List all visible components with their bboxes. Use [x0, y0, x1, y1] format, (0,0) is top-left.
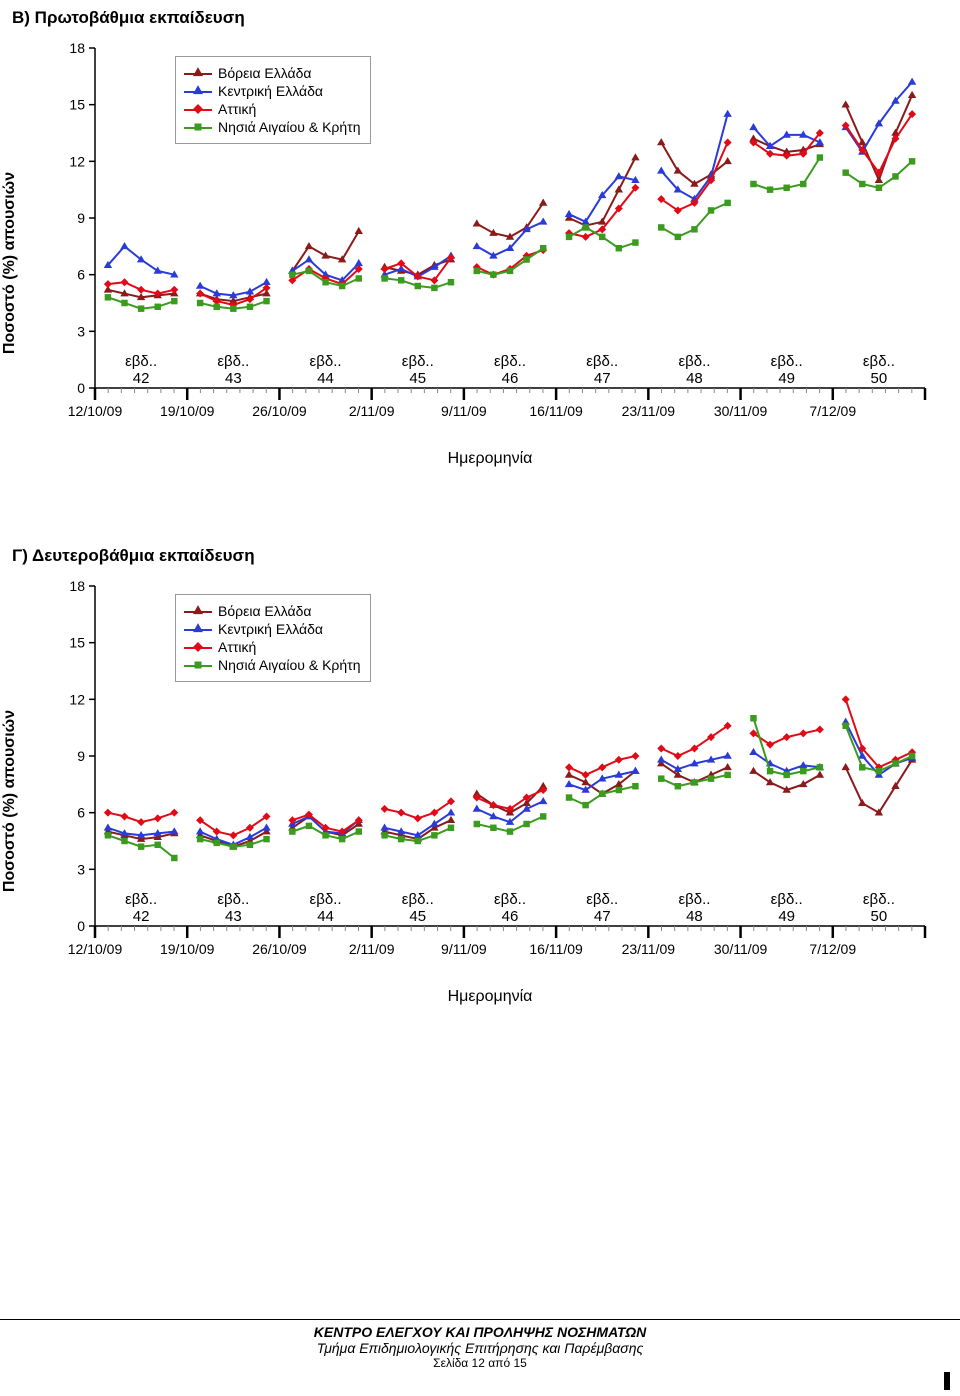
legend-label: Νησιά Αιγαίου & Κρήτη: [218, 119, 360, 135]
svg-text:30/11/09: 30/11/09: [714, 941, 768, 957]
section-c-title: Γ) Δευτεροβάθμια εκπαίδευση: [0, 538, 960, 566]
svg-text:9: 9: [77, 748, 85, 764]
svg-text:46: 46: [502, 370, 519, 387]
legend-item-north: Βόρεια Ελλάδα: [184, 65, 360, 81]
svg-text:7/12/09: 7/12/09: [809, 941, 856, 957]
svg-text:εβδ..: εβδ..: [863, 891, 895, 908]
svg-text:εβδ..: εβδ..: [494, 353, 526, 370]
svg-text:16/11/09: 16/11/09: [529, 941, 583, 957]
svg-text:43: 43: [225, 370, 242, 387]
svg-text:49: 49: [778, 370, 795, 387]
page-footer: ΚΕΝΤΡΟ ΕΛΕΓΧΟΥ ΚΑΙ ΠΡΟΛΗΨΗΣ ΝΟΣΗΜΑΤΩΝ Τμ…: [0, 1319, 960, 1370]
legend-box: Βόρεια Ελλάδα Κεντρική Ελλάδα Αττική Νησιά …: [175, 594, 371, 682]
legend-label: Νησιά Αιγαίου & Κρήτη: [218, 657, 360, 673]
y-axis-label: Ποσοστό (%) απουσιών: [1, 710, 19, 892]
svg-text:εβδ..: εβδ..: [586, 353, 618, 370]
legend-box: Βόρεια Ελλάδα Κεντρική Ελλάδα Αττική Νησιά …: [175, 56, 371, 144]
svg-text:50: 50: [871, 370, 888, 387]
svg-text:7/12/09: 7/12/09: [809, 403, 856, 419]
corner-mark: [944, 1372, 950, 1390]
legend-item-islands: Νησιά Αιγαίου & Κρήτη: [184, 657, 360, 673]
svg-text:46: 46: [502, 908, 519, 925]
svg-text:48: 48: [686, 908, 703, 925]
svg-text:15: 15: [69, 97, 85, 113]
svg-text:εβδ..: εβδ..: [125, 353, 157, 370]
svg-text:εβδ..: εβδ..: [586, 891, 618, 908]
svg-text:9/11/09: 9/11/09: [441, 941, 487, 957]
svg-text:30/11/09: 30/11/09: [714, 403, 768, 419]
chart-b: Ποσοστό (%) απουσιών 036912151812/10/09ε…: [40, 38, 940, 488]
svg-text:0: 0: [77, 918, 85, 934]
svg-text:16/11/09: 16/11/09: [529, 403, 583, 419]
svg-text:45: 45: [409, 908, 426, 925]
section-b-title: Β) Πρωτοβάθμια εκπαίδευση: [0, 0, 960, 28]
svg-text:50: 50: [871, 908, 888, 925]
svg-text:15: 15: [69, 635, 85, 651]
svg-text:49: 49: [778, 908, 795, 925]
legend-label: Βόρεια Ελλάδα: [218, 65, 312, 81]
svg-text:42: 42: [133, 908, 150, 925]
svg-text:εβδ..: εβδ..: [402, 353, 434, 370]
legend-item-central: Κεντρική Ελλάδα: [184, 621, 360, 637]
legend-item-north: Βόρεια Ελλάδα: [184, 603, 360, 619]
chart-c: Ποσοστό (%) απουσιών 036912151812/10/09ε…: [40, 576, 940, 1026]
svg-text:47: 47: [594, 908, 611, 925]
legend-label: Κεντρική Ελλάδα: [218, 621, 323, 637]
svg-text:εβδ..: εβδ..: [863, 353, 895, 370]
svg-text:εβδ..: εβδ..: [125, 891, 157, 908]
svg-text:18: 18: [69, 578, 85, 594]
svg-text:9/11/09: 9/11/09: [441, 403, 487, 419]
legend-label: Αττική: [218, 101, 256, 117]
svg-text:48: 48: [686, 370, 703, 387]
svg-text:12: 12: [69, 691, 85, 707]
legend-label: Αττική: [218, 639, 256, 655]
svg-text:26/10/09: 26/10/09: [252, 941, 307, 957]
footer-dept: Τμήμα Επιδημιολογικής Επιτήρησης και Παρ…: [0, 1340, 960, 1356]
svg-text:εβδ..: εβδ..: [217, 353, 249, 370]
svg-text:12/10/09: 12/10/09: [68, 403, 123, 419]
svg-text:εβδ..: εβδ..: [678, 891, 710, 908]
svg-text:26/10/09: 26/10/09: [252, 403, 307, 419]
svg-text:3: 3: [77, 861, 85, 877]
svg-text:εβδ..: εβδ..: [217, 891, 249, 908]
legend-item-attica: Αττική: [184, 101, 360, 117]
svg-text:45: 45: [409, 370, 426, 387]
legend-item-central: Κεντρική Ελλάδα: [184, 83, 360, 99]
svg-text:23/11/09: 23/11/09: [622, 941, 676, 957]
svg-text:19/10/09: 19/10/09: [160, 941, 215, 957]
legend-item-attica: Αττική: [184, 639, 360, 655]
svg-text:εβδ..: εβδ..: [771, 353, 803, 370]
svg-text:12: 12: [69, 153, 85, 169]
svg-text:εβδ..: εβδ..: [310, 353, 342, 370]
svg-text:12/10/09: 12/10/09: [68, 941, 123, 957]
legend-label: Κεντρική Ελλάδα: [218, 83, 323, 99]
svg-text:0: 0: [77, 380, 85, 396]
svg-text:42: 42: [133, 370, 150, 387]
svg-text:19/10/09: 19/10/09: [160, 403, 215, 419]
svg-text:2/11/09: 2/11/09: [349, 941, 395, 957]
svg-text:47: 47: [594, 370, 611, 387]
svg-text:23/11/09: 23/11/09: [622, 403, 676, 419]
legend-item-islands: Νησιά Αιγαίου & Κρήτη: [184, 119, 360, 135]
x-axis-title: Ημερομηνία: [40, 988, 940, 1006]
svg-text:18: 18: [69, 40, 85, 56]
svg-text:6: 6: [77, 267, 85, 283]
svg-text:6: 6: [77, 805, 85, 821]
footer-page: Σελίδα 12 από 15: [0, 1356, 960, 1370]
svg-text:43: 43: [225, 908, 242, 925]
svg-text:44: 44: [317, 908, 334, 925]
svg-text:εβδ..: εβδ..: [771, 891, 803, 908]
svg-text:44: 44: [317, 370, 334, 387]
svg-text:9: 9: [77, 210, 85, 226]
svg-text:εβδ..: εβδ..: [678, 353, 710, 370]
y-axis-label: Ποσοστό (%) απουσιών: [1, 172, 19, 354]
svg-text:εβδ..: εβδ..: [310, 891, 342, 908]
svg-text:2/11/09: 2/11/09: [349, 403, 395, 419]
svg-text:εβδ..: εβδ..: [494, 891, 526, 908]
svg-text:εβδ..: εβδ..: [402, 891, 434, 908]
x-axis-title: Ημερομηνία: [40, 450, 940, 468]
footer-org: ΚΕΝΤΡΟ ΕΛΕΓΧΟΥ ΚΑΙ ΠΡΟΛΗΨΗΣ ΝΟΣΗΜΑΤΩΝ: [0, 1324, 960, 1340]
svg-text:3: 3: [77, 323, 85, 339]
legend-label: Βόρεια Ελλάδα: [218, 603, 312, 619]
